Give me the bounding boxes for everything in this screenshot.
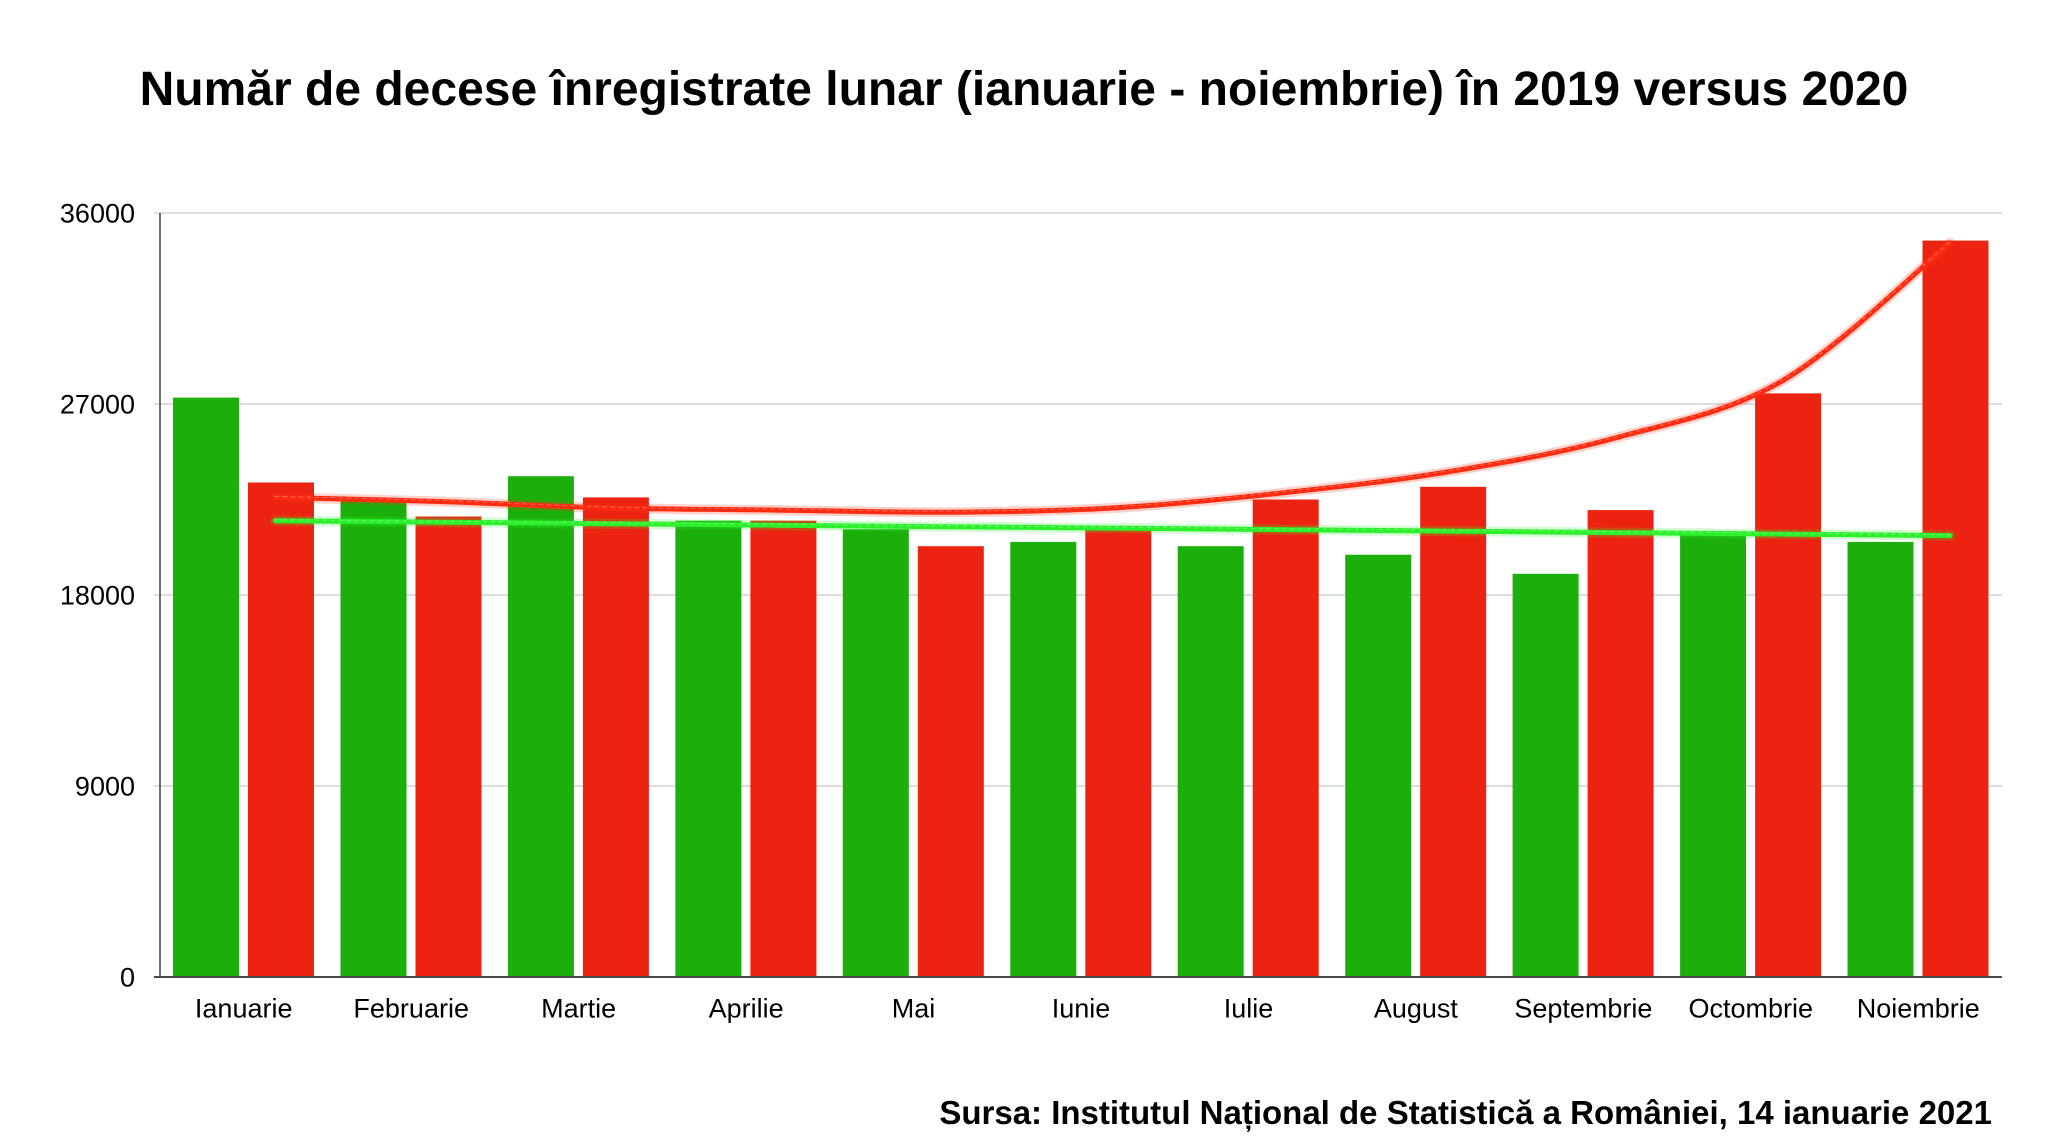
- x-tick-label-mai: Mai: [892, 993, 936, 1023]
- trend-line-1: [270, 237, 1956, 518]
- label-layer: 0 9000 18000 27000 36000 Ianuarie Februarie Mar…: [60, 198, 1980, 1023]
- bar-series-2-martie: [582, 497, 649, 977]
- bar-series-1-octombrie: [1680, 531, 1747, 977]
- trend-line-texture: [275, 519, 1951, 536]
- trend-layer: [270, 237, 1956, 541]
- y-tick-label: 18000: [60, 580, 135, 610]
- trend-line-stroke: [273, 240, 1953, 515]
- x-tick-label-aprilie: Aprilie: [709, 993, 784, 1023]
- x-tick-label-septembrie: Septembrie: [1514, 993, 1652, 1023]
- trend-line-2: [270, 515, 1956, 541]
- x-tick-label-octombrie: Octombrie: [1689, 993, 1814, 1023]
- bar-series-2-iulie: [1252, 499, 1319, 977]
- bar-series-2-septembrie: [1587, 510, 1654, 977]
- bar-series-1-aprilie: [675, 520, 742, 977]
- bar-series-1-februarie: [340, 499, 407, 977]
- bar-series-2-noiembrie: [1922, 240, 1989, 978]
- bar-series-1-august: [1345, 554, 1412, 977]
- bar-series-2-august: [1420, 486, 1487, 977]
- trend-line-texture: [275, 241, 1951, 512]
- source-note: Sursa: Institutul Național de Statistică…: [939, 1094, 1992, 1131]
- bar-series-1-ianuarie: [173, 397, 239, 978]
- x-tick-label-iulie: Iulie: [1224, 993, 1274, 1023]
- bar-series-2-mai: [917, 546, 984, 977]
- bar-series-2-februarie: [415, 516, 482, 977]
- x-tick-label-august: August: [1374, 993, 1459, 1023]
- y-tick-label: 36000: [60, 198, 135, 228]
- x-tick-label-martie: Martie: [541, 993, 616, 1023]
- x-tick-label-ianuarie: Ianuarie: [195, 993, 293, 1023]
- y-tick-label: 0: [120, 962, 135, 992]
- bar-layer: [173, 240, 1989, 978]
- bar-series-1-mai: [842, 529, 909, 977]
- y-tick-label: 9000: [75, 771, 135, 801]
- y-tick-label: 27000: [60, 389, 135, 419]
- x-tick-label-iunie: Iunie: [1052, 993, 1111, 1023]
- trend-line-stroke: [273, 518, 1953, 539]
- chart-title: Număr de decese înregistrate lunar (ianu…: [139, 63, 1909, 116]
- bar-series-1-iulie: [1177, 546, 1244, 977]
- trend-line-halo: [270, 237, 1956, 518]
- bar-series-1-noiembrie: [1847, 541, 1914, 977]
- bar-series-1-iunie: [1010, 541, 1077, 977]
- x-tick-label-noiembrie: Noiembrie: [1857, 993, 1980, 1023]
- bar-series-2-iunie: [1085, 529, 1152, 977]
- x-tick-label-februarie: Februarie: [353, 993, 469, 1023]
- bar-series-1-martie: [507, 476, 574, 977]
- axis-layer: [154, 213, 2002, 978]
- bar-series-2-ianuarie: [248, 482, 314, 977]
- bar-series-2-aprilie: [750, 520, 817, 977]
- bar-series-1-septembrie: [1512, 573, 1579, 977]
- bar-series-2-octombrie: [1755, 393, 1822, 977]
